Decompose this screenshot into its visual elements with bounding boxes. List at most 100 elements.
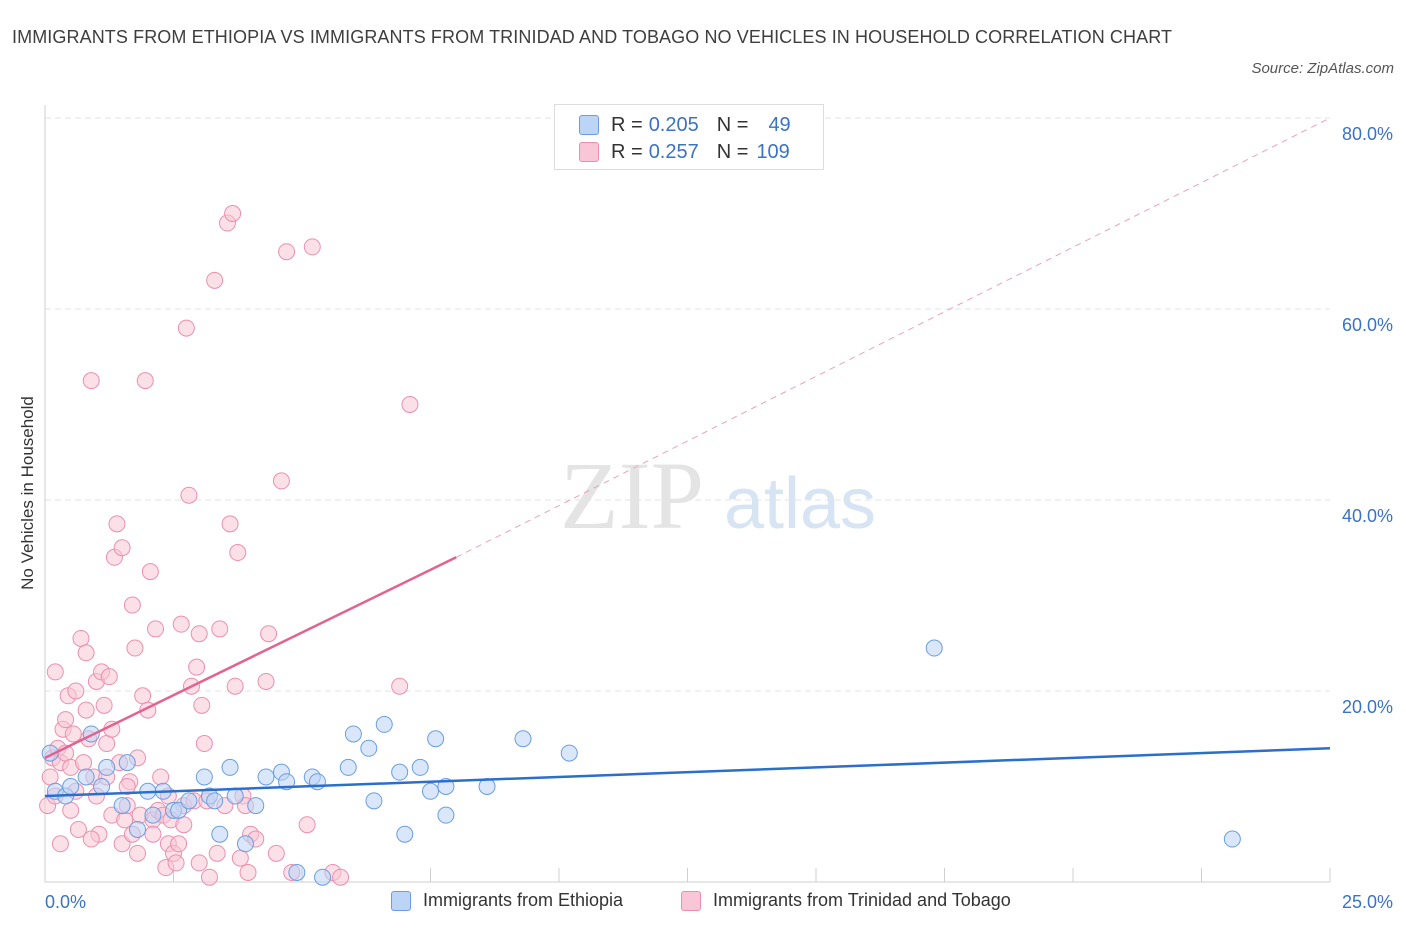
ethiopia-point [180,792,198,810]
trinidad-point [113,539,131,557]
trinidad-point [195,735,213,753]
ethiopia-point [221,758,239,776]
trinidad-point [141,563,159,581]
ethiopia-point [396,825,414,843]
x-tick-label-min: 0.0% [45,892,86,912]
trinidad-point [190,625,208,643]
ethiopia-point [113,797,131,815]
trinidad-point [67,682,85,700]
legend-n-value: 109 [756,140,790,163]
watermark-atlas: atlas [724,464,876,544]
ethiopia-point [514,730,532,748]
trinidad-point [170,835,188,853]
trinidad-point [41,768,59,786]
trinidad-point [82,372,100,390]
ethiopia-point [257,768,275,786]
trinidad-point [75,754,93,772]
y-tick-label: 60.0% [1342,315,1393,335]
trinidad-point [62,801,80,819]
trinidad-point [200,868,218,886]
trinidad-point [72,629,90,647]
trinidad-point [118,778,136,795]
trinidad-point [108,515,126,533]
trinidad-point [95,696,113,714]
trinidad-point [129,844,147,862]
legend-r-value: 0.205 [648,113,699,136]
trinidad-point [188,658,206,676]
trinidad-point [332,868,350,886]
y-tick-label: 20.0% [1342,697,1393,717]
trinidad-point [46,663,64,681]
ethiopia-point [98,758,116,776]
trinidad-point [98,735,116,753]
ethiopia-point [206,792,224,810]
trinidad-point [298,816,316,834]
trinidad-point [64,725,82,743]
trinidad-point [144,825,162,843]
tick-label-layer: 20.0% 40.0% 60.0% 80.0% 0.0% 25.0% [45,124,1393,912]
trinidad-point [239,863,257,881]
trinidad-point [82,830,100,848]
trinidad-point [69,820,87,838]
ethiopia-point [118,754,136,772]
legend-item-ethiopia[interactable]: Immigrants from Ethiopia [391,890,623,911]
trinidad-point [136,372,154,390]
trinidad-point [134,687,152,705]
trinidad-point [391,677,409,695]
ethiopia-point [437,806,455,824]
legend-n-label: N = [716,113,749,136]
ethiopia-point [93,778,111,795]
ethiopia-point [422,782,439,800]
watermark: ZIP atlas [560,442,876,549]
ethiopia-point [288,863,306,881]
trinidad-point [126,639,144,657]
trinidad-point [167,854,185,872]
trinidad-point [177,319,195,337]
trinidad-point [147,620,165,638]
trinidad-point [226,677,244,695]
trinidad-point [401,396,419,413]
ethiopia-point [427,730,445,748]
legend-r-label: R = [611,113,643,136]
trinidad-point [77,644,95,662]
y-tick-label: 40.0% [1342,506,1393,526]
ethiopia-point [365,792,383,810]
trend-layer [455,117,1331,558]
trinidad-point [172,615,190,633]
trinidad-point [303,238,321,256]
series-legend: Immigrants from Ethiopia Immigrants from… [0,890,1406,916]
trinidad-point [193,696,211,714]
ethiopia-point [411,758,429,776]
legend-item-trinidad[interactable]: Immigrants from Trinidad and Tobago [681,890,1011,911]
ethiopia-point [211,825,229,843]
ethiopia-point [247,797,265,815]
trinidad-point [211,620,229,638]
trinidad-point [175,816,193,834]
legend-swatch-trinidad [681,890,701,911]
ethiopia-point [62,778,80,795]
ethiopia-point [226,787,244,805]
trinidad-point [229,544,247,562]
trinidad-point [221,515,239,533]
trinidad-point [224,205,242,222]
trinidad-point [272,472,290,490]
ethiopia-point [339,758,357,776]
ethiopia-point [1223,830,1241,848]
trinidad-point [278,243,296,261]
trend-line-trinidad-extrapolated [455,117,1331,558]
ethiopia-point [195,768,213,786]
trinidad-point [180,486,198,504]
legend-label-ethiopia: Immigrants from Ethiopia [423,890,624,910]
legend-swatch-trinidad [579,142,599,162]
trinidad-point [267,844,285,862]
legend-row-ethiopia: R = 0.205 N = 49 [579,112,791,138]
ethiopia-point [360,739,378,757]
ethiopia-point [129,820,147,838]
ethiopia-point [391,763,409,781]
trinidad-point [152,768,170,786]
trinidad-point [257,672,275,690]
trinidad-point [231,849,249,867]
trinidad-point [260,625,278,643]
grid-layer [45,117,1330,692]
ethiopia-point [236,835,254,853]
